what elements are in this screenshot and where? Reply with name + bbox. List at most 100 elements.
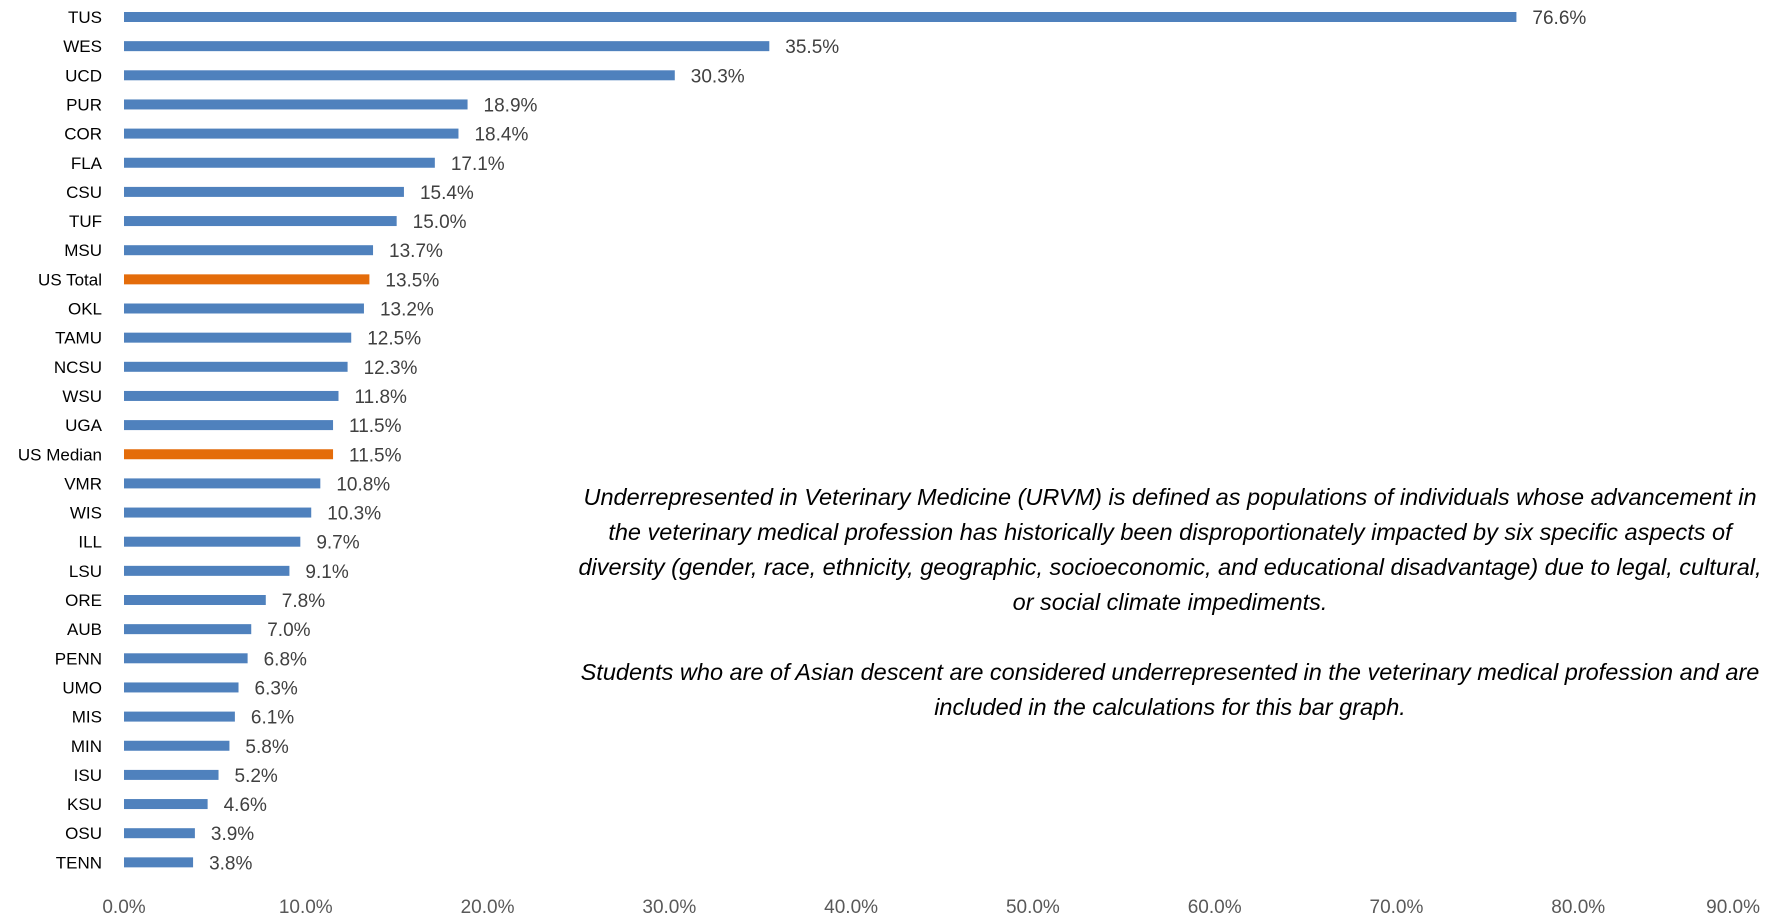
value-label-us-total: 13.5% <box>385 270 439 291</box>
bar-lsu <box>124 565 290 576</box>
value-label-min: 5.8% <box>245 737 288 758</box>
bar-tamu <box>124 332 352 343</box>
bar-us-median <box>124 449 334 460</box>
bar-tus <box>124 12 1517 22</box>
category-label-wsu: WSU <box>62 387 102 406</box>
category-label-us-total: US Total <box>38 270 102 289</box>
category-label-osu: OSU <box>65 824 102 843</box>
category-label-ill: ILL <box>78 533 102 552</box>
bar-ncsu <box>124 361 348 372</box>
bar-csu <box>124 186 404 197</box>
bar-min <box>124 740 230 751</box>
chart-note: Underrepresented in Veterinary Medicine … <box>575 480 1765 760</box>
category-label-ucd: UCD <box>65 66 102 85</box>
value-label-osu: 3.9% <box>211 824 254 845</box>
category-label-fla: FLA <box>71 154 103 173</box>
value-label-ksu: 4.6% <box>224 795 267 816</box>
x-tick-label: 40.0% <box>824 897 878 918</box>
bar-okl <box>124 303 364 314</box>
bar-msu <box>124 245 374 256</box>
category-label-tus: TUS <box>68 8 102 27</box>
value-label-tenn: 3.8% <box>209 853 252 874</box>
category-label-us-median: US Median <box>18 445 102 464</box>
bar-fla <box>124 157 435 168</box>
value-label-wsu: 11.8% <box>354 387 407 408</box>
value-label-mis: 6.1% <box>251 708 294 729</box>
category-label-wes: WES <box>63 37 102 56</box>
x-tick-label: 30.0% <box>642 897 696 918</box>
category-label-ksu: KSU <box>67 795 102 814</box>
x-tick-label: 60.0% <box>1188 897 1242 918</box>
x-tick-label: 0.0% <box>102 897 145 918</box>
bar-umo <box>124 682 239 693</box>
value-label-vmr: 10.8% <box>336 474 390 495</box>
bar-tenn <box>124 857 194 868</box>
value-label-tamu: 12.5% <box>367 329 421 350</box>
value-label-uga: 11.5% <box>349 416 402 437</box>
category-label-wis: WIS <box>70 504 102 523</box>
bar-uga <box>124 420 334 431</box>
x-tick-label: 50.0% <box>1006 897 1060 918</box>
bar-wes <box>124 41 770 52</box>
category-label-vmr: VMR <box>64 474 102 493</box>
asian-descent-note: Students who are of Asian descent are co… <box>580 659 1760 720</box>
category-label-tuf: TUF <box>69 212 102 231</box>
category-label-csu: CSU <box>66 183 102 202</box>
category-label-aub: AUB <box>67 620 102 639</box>
category-label-okl: OKL <box>68 300 102 319</box>
value-label-us-median: 11.5% <box>349 445 402 466</box>
x-axis-ticks: 0.0% 10.0% 20.0% 30.0% 40.0% 50.0% 60.0% 70.0% 8… <box>102 897 1760 918</box>
urvm-definition-note: Underrepresented in Veterinary Medicine … <box>578 484 1762 615</box>
category-label-min: MIN <box>71 737 102 756</box>
labels-layer: TUS 76.6% WES 35.5% UCD 30.3% PUR 18.9% COR 18.4%… <box>18 8 1587 874</box>
bars-layer <box>124 12 1517 868</box>
value-label-ncsu: 12.3% <box>364 358 418 379</box>
category-label-tenn: TENN <box>56 853 102 872</box>
category-label-isu: ISU <box>74 766 102 785</box>
category-label-umo: UMO <box>62 678 102 697</box>
bar-wis <box>124 507 312 518</box>
value-label-lsu: 9.1% <box>305 562 348 583</box>
bar-isu <box>124 769 219 780</box>
category-label-msu: MSU <box>64 241 102 260</box>
x-tick-label: 10.0% <box>279 897 333 918</box>
bar-us-total <box>124 274 370 285</box>
value-label-ucd: 30.3% <box>691 66 745 87</box>
category-label-penn: PENN <box>55 649 102 668</box>
bar-ore <box>124 595 266 605</box>
value-label-umo: 6.3% <box>255 678 298 699</box>
bar-cor <box>124 128 459 139</box>
bar-mis <box>124 711 235 722</box>
bar-ill <box>124 536 301 547</box>
value-label-aub: 7.0% <box>267 620 310 641</box>
category-label-ncsu: NCSU <box>54 358 102 377</box>
x-tick-label: 90.0% <box>1706 897 1760 918</box>
value-label-wis: 10.3% <box>327 504 381 525</box>
value-label-wes: 35.5% <box>785 37 839 58</box>
value-label-fla: 17.1% <box>451 154 505 175</box>
x-tick-label: 80.0% <box>1551 897 1605 918</box>
category-label-ore: ORE <box>65 591 102 610</box>
value-label-csu: 15.4% <box>420 183 474 204</box>
value-label-tuf: 15.0% <box>413 212 467 233</box>
value-label-ore: 7.8% <box>282 591 325 612</box>
bar-penn <box>124 653 248 664</box>
category-label-mis: MIS <box>72 708 102 727</box>
value-label-pur: 18.9% <box>484 95 538 116</box>
category-label-lsu: LSU <box>69 562 102 581</box>
bar-ksu <box>124 799 208 810</box>
value-label-msu: 13.7% <box>389 241 443 262</box>
value-label-ill: 9.7% <box>316 533 359 554</box>
bar-vmr <box>124 478 321 489</box>
category-label-uga: UGA <box>65 416 103 435</box>
bar-aub <box>124 624 252 635</box>
value-label-tus: 76.6% <box>1532 8 1586 29</box>
bar-ucd <box>124 70 675 81</box>
value-label-penn: 6.8% <box>264 649 307 670</box>
value-label-okl: 13.2% <box>380 300 434 321</box>
category-label-pur: PUR <box>66 95 102 114</box>
category-label-cor: COR <box>64 125 102 144</box>
x-tick-label: 70.0% <box>1370 897 1424 918</box>
bar-osu <box>124 828 195 839</box>
